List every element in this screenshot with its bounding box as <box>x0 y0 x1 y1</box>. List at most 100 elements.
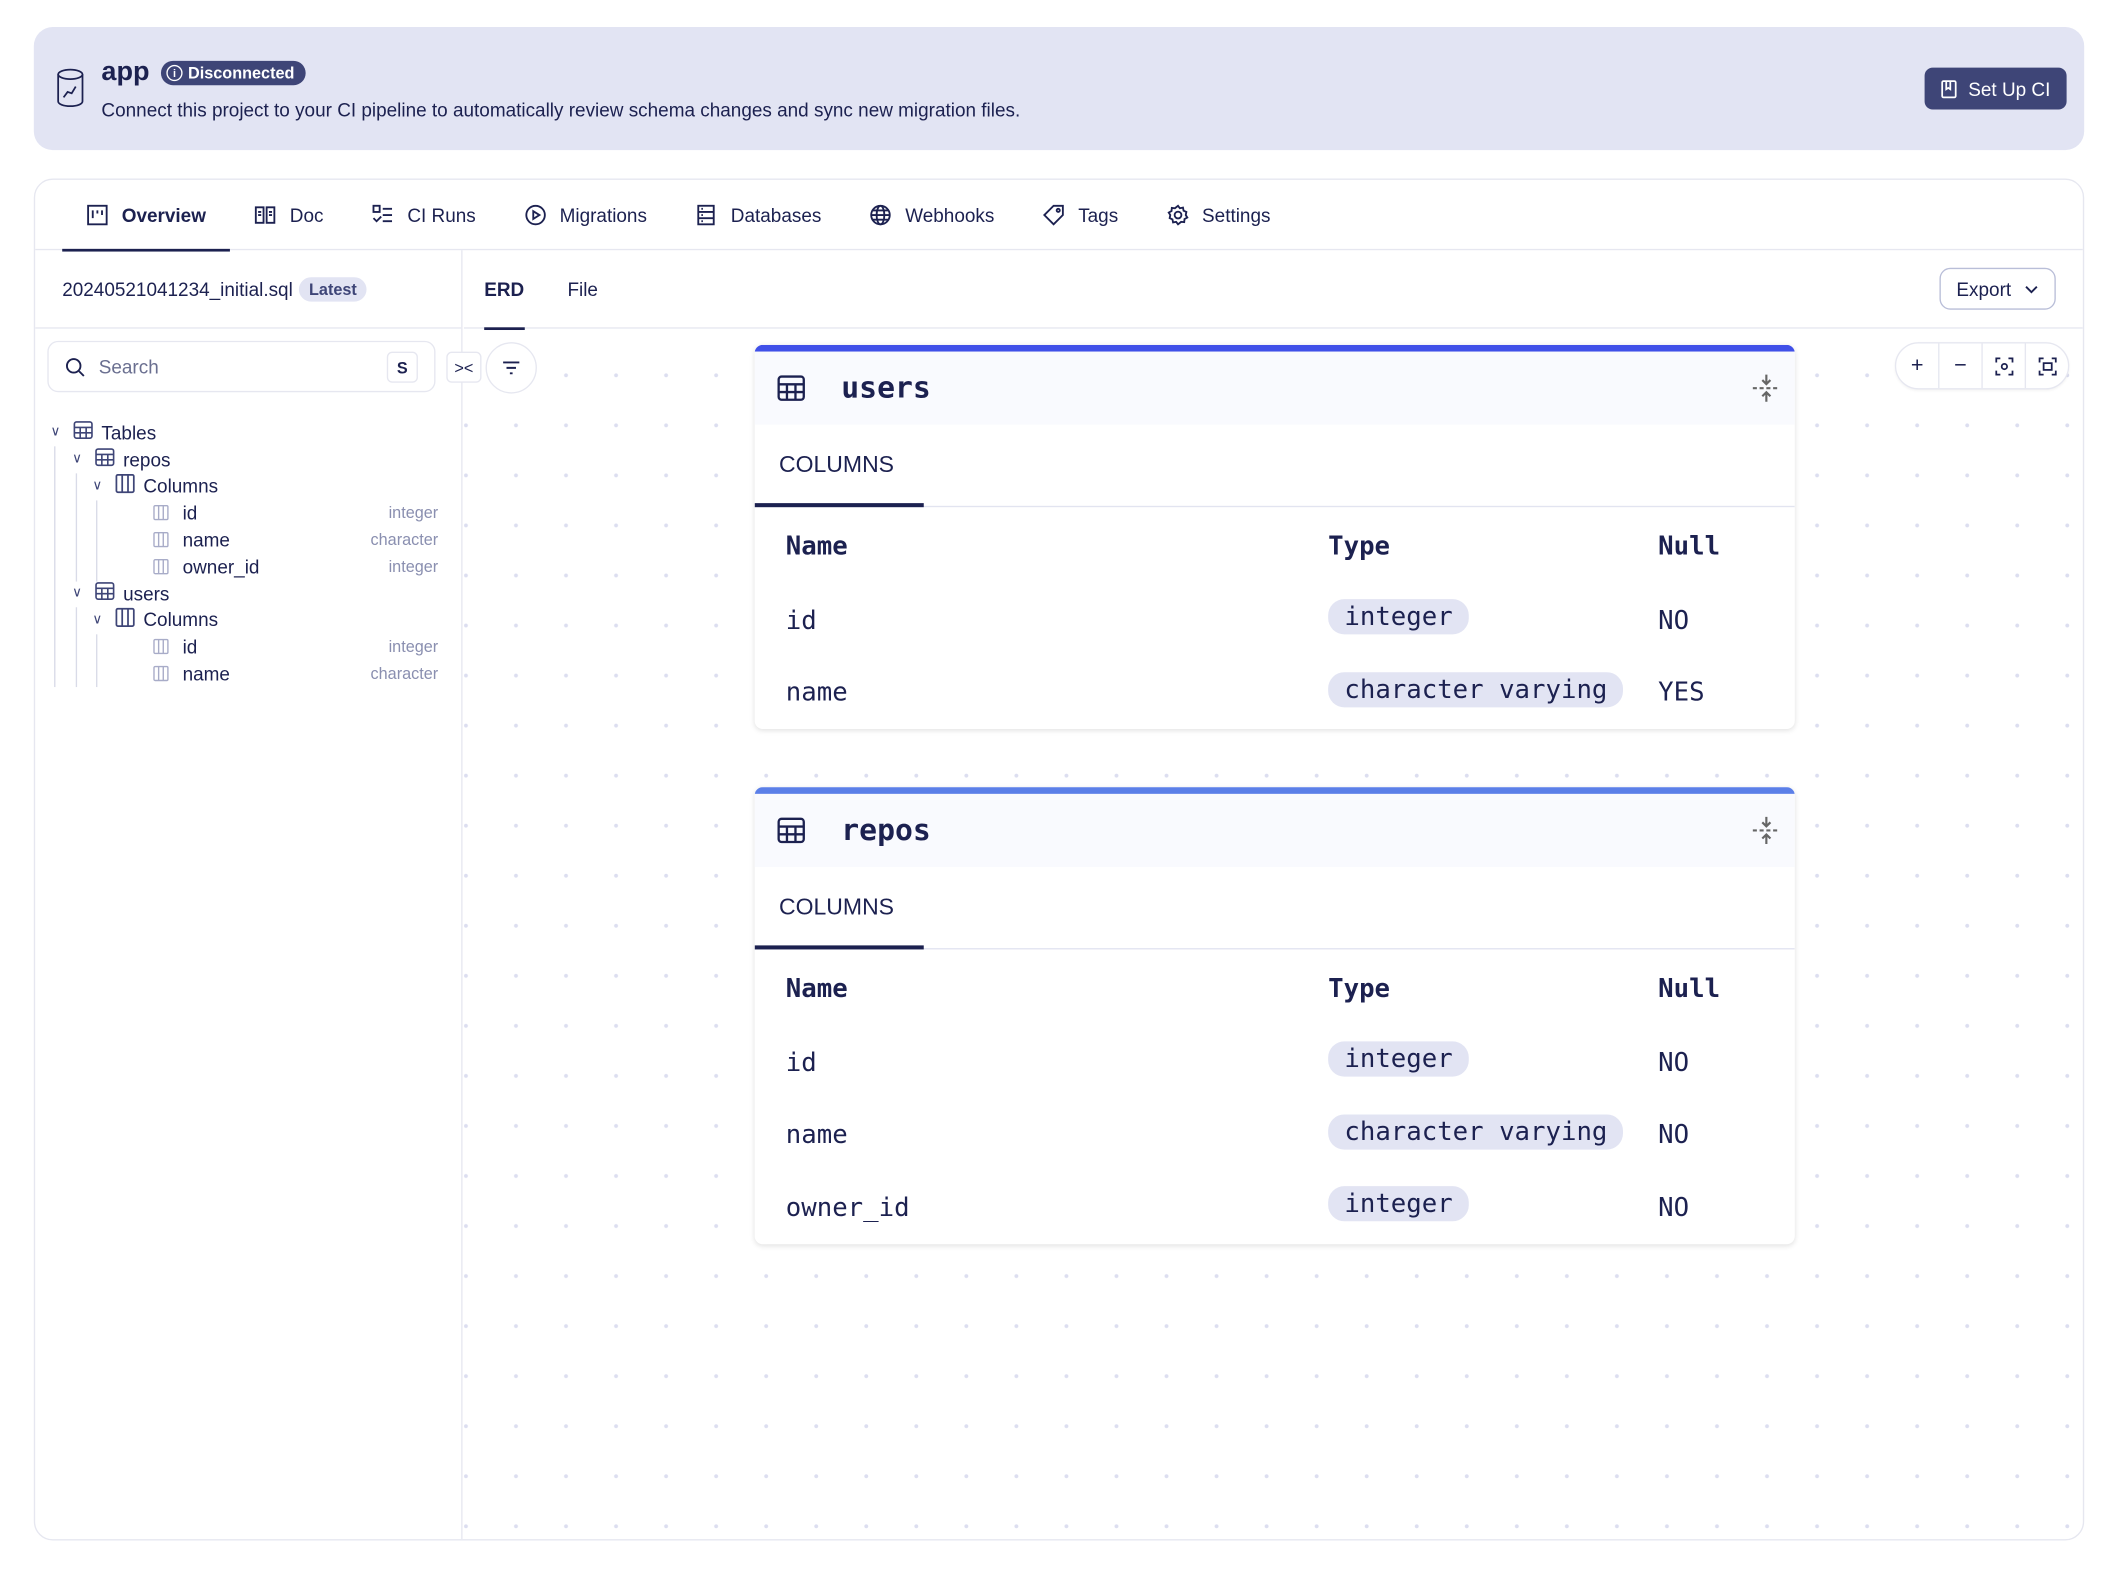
zoom-in-button[interactable]: + <box>1896 344 1938 389</box>
erd-canvas[interactable]: >< + − users COLUMNS Name Type Null id inte… <box>446 330 2083 1540</box>
plus-icon: + <box>1910 353 1924 377</box>
tree-node-column[interactable]: name character <box>46 660 438 687</box>
tab-migrations[interactable]: Migrations <box>500 180 671 250</box>
database-icon <box>57 68 84 108</box>
subtab-file[interactable]: File <box>567 278 598 301</box>
fit-view-button[interactable] <box>2024 343 2068 389</box>
sidebar: 20240521041234_initial.sql Latest S ∨ Tab… <box>35 250 463 1540</box>
tree-label: users <box>123 582 170 605</box>
column-name: id <box>785 605 817 636</box>
column-name: name <box>182 662 230 685</box>
column-nullable: NO <box>1658 1047 1690 1078</box>
column-type: integer <box>388 557 439 576</box>
search-box[interactable]: S <box>47 340 436 393</box>
tree-node-column[interactable]: owner_id integer <box>46 553 438 580</box>
focus-button[interactable] <box>1981 343 2024 389</box>
zoom-controls: + − <box>1894 342 2070 390</box>
fit-view-icon <box>2037 356 2056 375</box>
tree-node-table[interactable]: ∨ repos <box>46 446 438 473</box>
subtab-erd[interactable]: ERD <box>484 250 546 331</box>
column-name: name <box>785 677 848 708</box>
tab-settings[interactable]: Settings <box>1143 180 1295 250</box>
tree-node-column[interactable]: id integer <box>46 633 438 660</box>
columns-icon <box>153 505 169 521</box>
tree-node-columns[interactable]: ∨ Columns <box>46 607 438 634</box>
tree-node-tables[interactable]: ∨ Tables <box>46 419 438 446</box>
globe-icon <box>870 204 892 226</box>
card-title: users <box>841 371 931 406</box>
columns-icon <box>153 558 169 575</box>
column-type: character varying <box>1328 671 1624 708</box>
subtab-bar: ERD File Export <box>463 250 2083 331</box>
search-input[interactable] <box>98 355 370 378</box>
tab-doc[interactable]: Doc <box>230 180 348 250</box>
table-card-repos[interactable]: repos COLUMNS Name Type Null id integer NO na… <box>754 787 1795 1244</box>
gear-icon <box>1167 204 1189 226</box>
collapse-sidebar-button[interactable]: >< <box>446 351 482 383</box>
column-type: integer <box>1328 1186 1469 1222</box>
column-name: id <box>785 1047 817 1078</box>
columns-icon <box>115 608 135 628</box>
export-button[interactable]: Export <box>1938 267 2056 310</box>
compress-icon[interactable] <box>1751 816 1781 846</box>
column-header-row: Name Type Null <box>755 507 1795 584</box>
chevron-down-icon[interactable]: ∨ <box>50 425 61 441</box>
chevron-down-icon[interactable]: ∨ <box>92 478 103 494</box>
tab-ci-runs[interactable]: CI Runs <box>348 180 500 250</box>
column-type: character <box>370 530 439 550</box>
columns-icon <box>153 532 169 548</box>
tree-node-column[interactable]: name character <box>46 526 438 553</box>
column-type: character varying <box>1328 1114 1624 1150</box>
book-open-icon <box>255 206 276 224</box>
latest-badge: Latest <box>299 276 367 301</box>
table-card-users[interactable]: users COLUMNS Name Type Null id integer NO na… <box>754 344 1795 729</box>
column-nullable: NO <box>1658 1192 1690 1223</box>
column-type: integer <box>388 503 439 523</box>
columns-tab[interactable]: COLUMNS <box>754 867 1795 950</box>
tab-databases[interactable]: Databases <box>671 180 845 250</box>
tab-label: Settings <box>1202 204 1271 226</box>
table-icon <box>95 448 115 467</box>
ci-banner: app i Disconnected Connect this project t… <box>33 27 2085 151</box>
tab-label: Tags <box>1078 204 1119 226</box>
collapse-icon: >< <box>454 357 474 377</box>
chevron-down-icon[interactable]: ∨ <box>92 612 103 628</box>
tab-webhooks[interactable]: Webhooks <box>846 180 1019 250</box>
chevron-down-icon[interactable]: ∨ <box>72 585 83 601</box>
column-row: owner_id integer NO <box>755 1171 1795 1243</box>
header-name: Name <box>785 973 848 1003</box>
tab-overview[interactable]: Overview <box>62 180 231 252</box>
tab-label: Overview <box>121 204 206 226</box>
compress-icon[interactable] <box>1751 373 1781 403</box>
column-type: integer <box>388 637 439 657</box>
table-icon <box>95 582 115 601</box>
tree-node-columns[interactable]: ∨ Columns <box>46 473 438 500</box>
tab-bar: Overview Doc CI Runs Migrations Databases Web… <box>35 180 2083 252</box>
card-header: repos <box>754 793 1795 867</box>
column-type: integer <box>1328 599 1469 635</box>
tab-tags[interactable]: Tags <box>1019 180 1143 250</box>
column-name: name <box>182 528 230 551</box>
column-name: id <box>182 636 198 658</box>
tree-node-column[interactable]: id integer <box>46 500 438 527</box>
columns-tab[interactable]: COLUMNS <box>754 425 1795 508</box>
columns-icon <box>153 665 169 682</box>
chevron-down-icon[interactable]: ∨ <box>72 451 83 467</box>
focus-icon <box>1994 356 2013 375</box>
column-name: id <box>182 502 198 524</box>
zoom-out-button[interactable]: − <box>1938 343 1981 389</box>
set-up-ci-button[interactable]: Set Up CI <box>1924 67 2067 110</box>
columns-tab-label: COLUMNS <box>779 451 895 478</box>
set-up-ci-label: Set Up CI <box>1968 77 2051 100</box>
tab-label: Migrations <box>559 204 647 226</box>
search-icon <box>66 357 85 376</box>
tree-label: repos <box>123 448 171 471</box>
column-type: integer <box>1328 1041 1469 1077</box>
filter-button[interactable] <box>485 342 537 394</box>
list-check-icon <box>372 204 393 223</box>
header-type: Type <box>1328 530 1391 561</box>
tab-label: CI Runs <box>407 204 476 226</box>
header-null: Null <box>1658 530 1721 561</box>
header-null: Null <box>1658 973 1721 1003</box>
tree-node-table[interactable]: ∨ users <box>46 580 438 607</box>
